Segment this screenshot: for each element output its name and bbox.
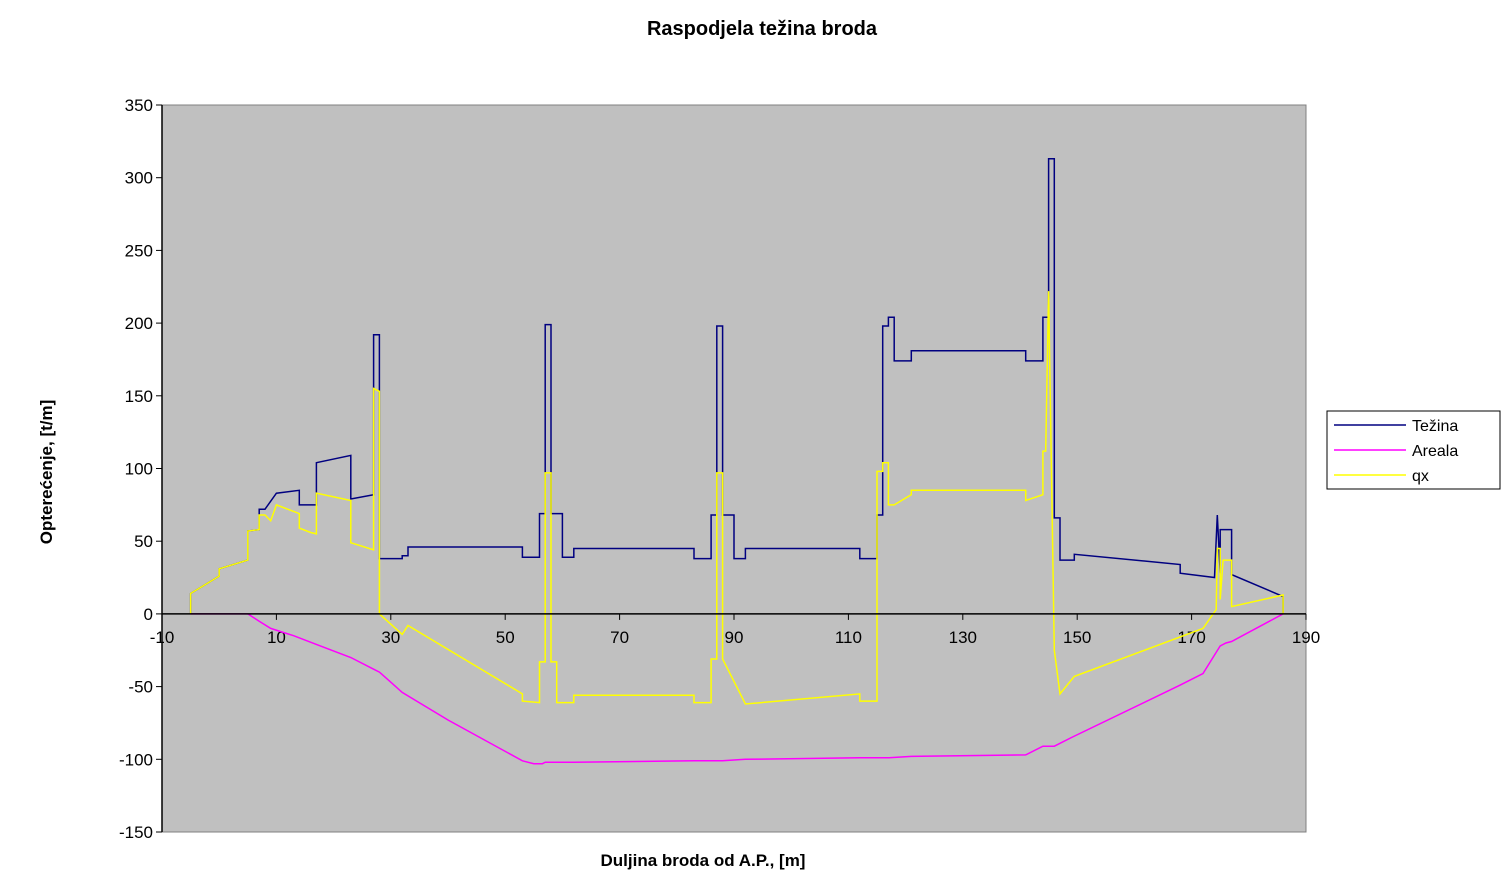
y-tick-label: 350: [125, 96, 153, 115]
series-line-1: [190, 613, 1284, 765]
x-tick-label: 170: [1177, 628, 1205, 647]
y-tick-label: 100: [125, 460, 153, 479]
y-tick-label: 250: [125, 241, 153, 260]
y-tick-label: 300: [125, 169, 153, 188]
legend-label: qx: [1412, 468, 1429, 485]
legend-label: Areala: [1412, 443, 1458, 460]
x-tick-label: 130: [949, 628, 977, 647]
series-line-2: [189, 291, 1284, 705]
chart-title: Raspodjela težina broda: [647, 18, 878, 40]
x-tick-label: 30: [381, 628, 400, 647]
x-tick-label: 150: [1063, 628, 1091, 647]
legend-label: Težina: [1412, 418, 1458, 435]
y-tick-label: -50: [128, 678, 153, 697]
y-tick-label: 50: [134, 532, 153, 551]
x-tick-label: 110: [835, 628, 862, 647]
x-tick-label: 90: [725, 628, 744, 647]
y-tick-label: 150: [125, 387, 153, 406]
x-tick-label: 70: [610, 628, 629, 647]
plot-area: [161, 104, 1307, 833]
y-tick-label: 0: [144, 605, 153, 624]
x-tick-label: 10: [267, 628, 286, 647]
y-tick-label: 200: [125, 314, 153, 333]
x-axis-title: Duljina broda od A.P., [m]: [601, 851, 806, 870]
axes: [161, 105, 1306, 832]
legend: Težina Areala qx: [1326, 410, 1501, 490]
y-tick-label: -100: [119, 750, 153, 769]
y-tick-label: -150: [119, 823, 153, 842]
x-tick-label: 190: [1292, 628, 1320, 647]
x-tick-label: 50: [496, 628, 515, 647]
series-lines: [189, 158, 1284, 765]
y-axis-title: Opterećenje, [t/m]: [37, 400, 56, 545]
